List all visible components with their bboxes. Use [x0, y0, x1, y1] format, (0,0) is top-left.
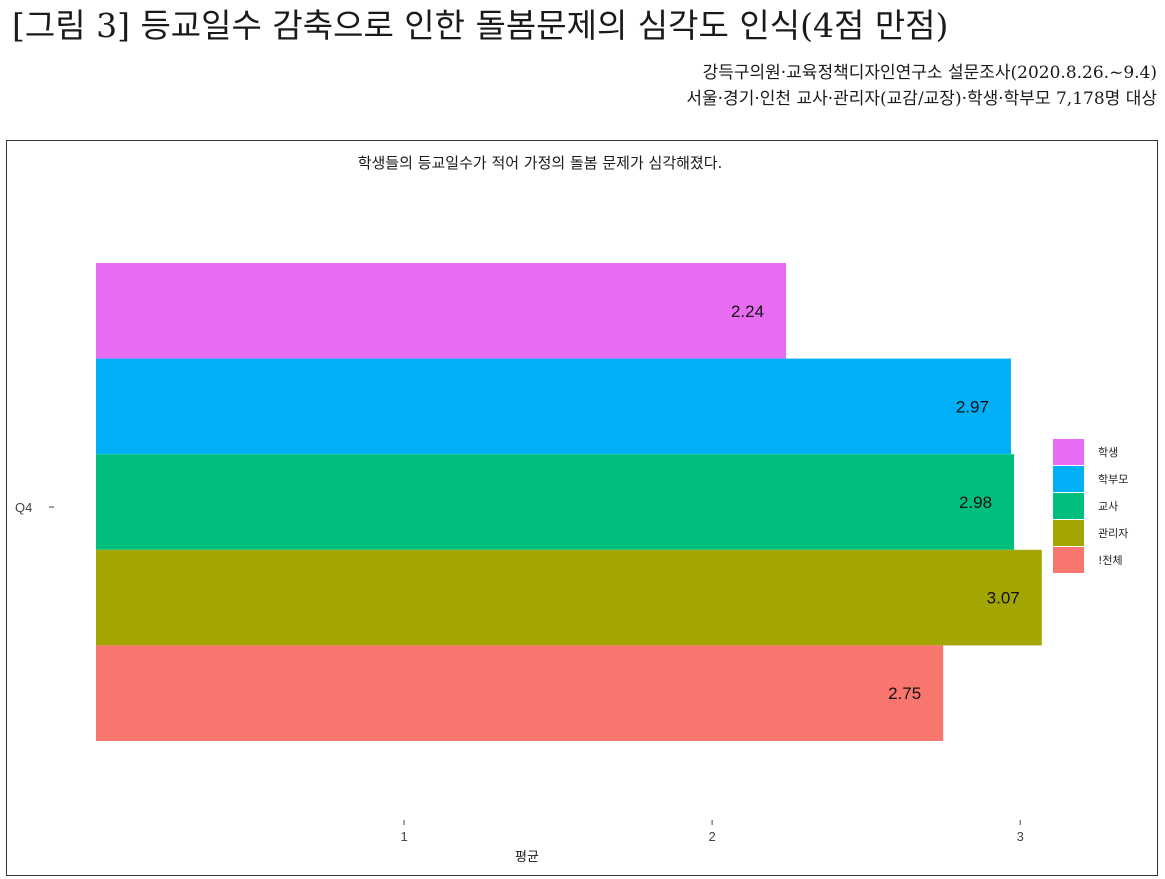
legend-swatch — [1053, 547, 1084, 573]
y-axis: Q4 — [15, 500, 54, 515]
legend-swatch — [1053, 493, 1084, 519]
bar-0 — [96, 263, 787, 359]
bars-group: 2.24 2.97 2.98 3.07 2.75 — [96, 263, 1042, 741]
legend-label: 학부모 — [1098, 473, 1128, 486]
bar-value-label: 3.07 — [987, 589, 1020, 608]
y-tick-label: Q4 — [15, 500, 32, 515]
figure-title: [그림 3] 등교일수 감축으로 인한 돌봄문제의 심각도 인식(4점 만점) — [12, 6, 949, 45]
x-axis-title: 평균 — [515, 850, 539, 865]
legend-label: !전체 — [1098, 554, 1123, 567]
bar-4 — [96, 645, 944, 741]
bar-1 — [96, 358, 1011, 455]
figure-source: 강득구의원·교육정책디자인연구소 설문조사(2020.8.26.~9.4) 서울… — [686, 60, 1157, 112]
chart-panel: 학생들의 등교일수가 적어 가정의 돌봄 문제가 심각해졌다. 2.24 2.97… — [6, 140, 1158, 876]
x-axis: 1 2 3 — [400, 820, 1024, 844]
bar-chart: 학생들의 등교일수가 적어 가정의 돌봄 문제가 심각해졌다. 2.24 2.97… — [15, 154, 1128, 865]
plot-title: 학생들의 등교일수가 적어 가정의 돌봄 문제가 심각해졌다. — [358, 154, 723, 172]
bar-value-label: 2.24 — [731, 302, 764, 321]
x-tick-label: 3 — [1017, 829, 1024, 844]
x-tick-label: 2 — [709, 829, 716, 844]
source-line-1: 강득구의원·교육정책디자인연구소 설문조사(2020.8.26.~9.4) — [702, 63, 1157, 83]
x-tick-label: 1 — [400, 829, 407, 844]
legend-swatch — [1053, 466, 1084, 492]
legend-label: 관리자 — [1098, 527, 1128, 540]
legend-label: 교사 — [1098, 500, 1118, 513]
legend-label: 학생 — [1098, 446, 1118, 459]
legend-swatch — [1053, 439, 1084, 465]
bar-value-label: 2.97 — [956, 397, 989, 416]
bar-value-label: 2.75 — [888, 684, 921, 703]
bar-value-label: 2.98 — [959, 493, 992, 512]
source-line-2: 서울·경기·인천 교사·관리자(교감/교장)·학생·학부모 7,178명 대상 — [686, 89, 1157, 109]
legend-swatch — [1053, 520, 1084, 546]
bar-3 — [96, 549, 1042, 646]
bar-2 — [96, 454, 1015, 550]
